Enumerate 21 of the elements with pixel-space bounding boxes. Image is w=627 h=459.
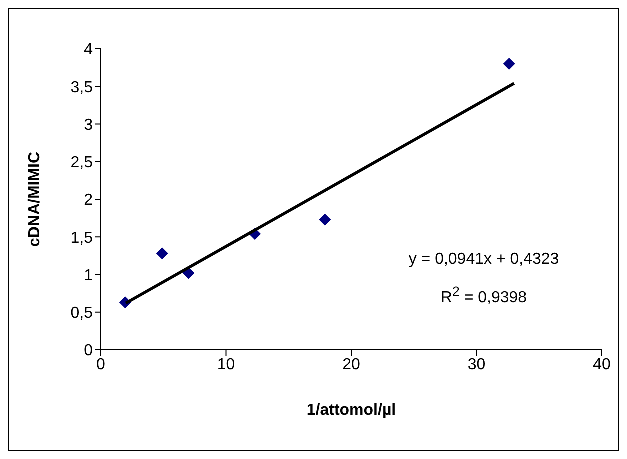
y-tick-label: 0 [84,342,94,360]
y-tick-label: 1 [84,267,94,284]
y-axis-title: cDNA/MIMIC [26,152,44,248]
x-tick-label: 20 [342,356,360,374]
point [319,214,332,226]
point [156,248,168,260]
x-axis-title: 1/attomol/µl [306,402,396,419]
y-tick-label: 3,5 [70,79,94,96]
x-tick-label: 30 [468,356,486,374]
y-tick-label: 2,5 [70,154,94,172]
y-tick-label: 4 [84,42,94,59]
y-tick-label: 3 [84,116,94,134]
y-tick-label: 1,5 [70,230,94,247]
y-tick-label: 0,5 [70,305,94,322]
y-tick-label: 2 [84,192,94,210]
x-tick-label: 40 [593,356,611,374]
annotation: y = 0,0941x + 0,4323 [408,251,560,269]
point [503,58,516,70]
x-tick-label: 10 [217,356,236,374]
annotation: R$^{2}$ = 0,9398 [440,284,528,308]
x-tick-label: 0 [96,356,106,374]
